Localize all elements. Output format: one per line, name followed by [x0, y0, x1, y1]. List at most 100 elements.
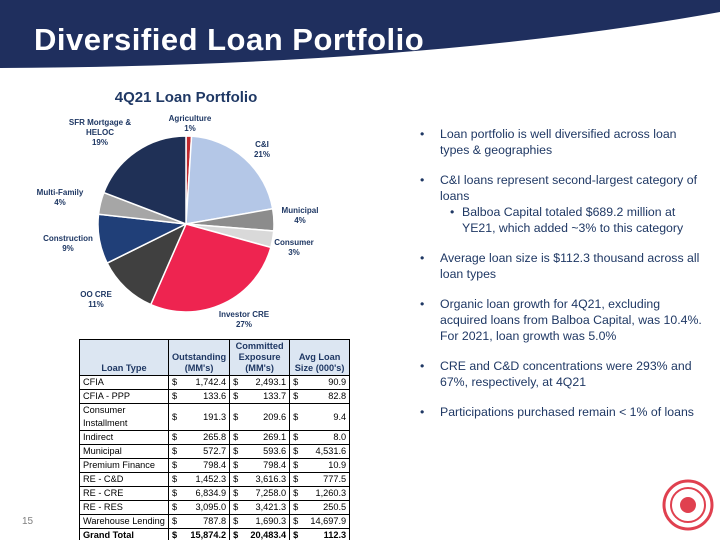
slice-name: C&I	[255, 140, 269, 149]
bullet: Organic loan growth for 4Q21, excluding …	[418, 296, 703, 344]
cell: 593.6	[241, 444, 291, 459]
currency: $	[229, 375, 242, 390]
currency: $	[289, 403, 302, 431]
chart-title: 4Q21 Loan Portfolio	[114, 89, 258, 106]
page-number: 15	[22, 516, 34, 527]
cell: 777.5	[301, 472, 351, 487]
cell: Indirect	[79, 430, 169, 445]
slice-value: 9%	[62, 244, 74, 253]
bullet-text: Participations purchased remain < 1% of …	[440, 405, 694, 419]
currency: $	[229, 486, 242, 501]
table-row: RE - CRE $6,834.9 $7,258.0 $1,260.3	[79, 486, 351, 501]
slice-name: Investor CRE	[218, 310, 270, 319]
cell: 6,834.9	[180, 486, 231, 501]
bullet-text: Loan portfolio is well diversified acros…	[440, 127, 677, 157]
logo	[662, 479, 714, 531]
cell: 3,616.3	[241, 472, 291, 487]
currency: $	[229, 444, 242, 459]
cell: 10.9	[301, 458, 351, 473]
slice-name: OO CRE	[80, 290, 112, 299]
bullet: Participations purchased remain < 1% of …	[418, 404, 703, 420]
currency: $	[168, 528, 181, 540]
column-header: Outstanding (MM's)	[167, 339, 231, 376]
slice-name: Municipal	[281, 206, 319, 215]
loan-table: Loan Type Outstanding (MM's) Committed Exp…	[79, 339, 351, 540]
currency: $	[229, 430, 242, 445]
cell: 14,697.9	[301, 514, 351, 529]
bullet-text: C&I loans represent second-largest categ…	[440, 173, 698, 203]
pie-label: Construction 9%	[30, 234, 106, 254]
pie-label: SFR Mortgage & HELOC 19%	[62, 118, 138, 148]
cell: 20,483.4	[241, 528, 291, 540]
currency: $	[168, 430, 181, 445]
table-row: Grand Total $15,874.2 $20,483.4 $112.3	[79, 528, 351, 540]
slice-value: 1%	[184, 124, 196, 133]
pie-label: Investor CRE 27%	[206, 310, 282, 330]
cell: Grand Total	[79, 528, 169, 540]
currency: $	[289, 389, 302, 404]
pie-slice	[102, 135, 187, 226]
currency: $	[229, 458, 242, 473]
currency: $	[289, 430, 302, 445]
pie-label: OO CRE 11%	[58, 290, 134, 310]
cell: RE - RES	[79, 500, 169, 515]
slice-value: 3%	[288, 248, 300, 257]
cell: Premium Finance	[79, 458, 169, 473]
cell: 7,258.0	[241, 486, 291, 501]
currency: $	[168, 514, 181, 529]
header-row: Loan Type Outstanding (MM's) Committed Exp…	[79, 339, 351, 376]
cell: 3,421.3	[241, 500, 291, 515]
table-row: CFIA $1,742.4 $2,493.1 $90.9	[79, 375, 351, 390]
bullet-text: Average loan size is $112.3 thousand acr…	[440, 251, 700, 281]
pie-label: Municipal 4%	[262, 206, 338, 226]
cell: 90.9	[301, 375, 351, 390]
cell: CFIA	[79, 375, 169, 390]
pie-label: Multi-Family 4%	[22, 188, 98, 208]
bullet-list: Loan portfolio is well diversified acros…	[418, 126, 703, 434]
bullet: CRE and C&D concentrations were 293% and…	[418, 358, 703, 390]
slice-name: SFR Mortgage & HELOC	[68, 118, 132, 137]
currency: $	[289, 444, 302, 459]
currency: $	[229, 500, 242, 515]
cell: 191.3	[180, 403, 231, 431]
cell: 265.8	[180, 430, 231, 445]
column-header: Loan Type	[79, 339, 169, 376]
sub-bullet: Balboa Capital totaled $689.2 million at…	[440, 204, 703, 236]
table-row: Premium Finance $798.4 $798.4 $10.9	[79, 458, 351, 473]
header-band	[0, 0, 720, 68]
currency: $	[289, 514, 302, 529]
cell: 1,260.3	[301, 486, 351, 501]
table-row: RE - RES $3,095.0 $3,421.3 $250.5	[79, 500, 351, 515]
slice-name: Construction	[43, 234, 93, 243]
table-row: Indirect $265.8 $269.1 $8.0	[79, 430, 351, 445]
pie-slice	[149, 223, 272, 313]
slice-value: 11%	[88, 300, 104, 309]
bullet: Loan portfolio is well diversified acros…	[418, 126, 703, 158]
cell: 4,531.6	[301, 444, 351, 459]
currency: $	[289, 472, 302, 487]
cell: 3,095.0	[180, 500, 231, 515]
currency: $	[229, 472, 242, 487]
currency: $	[229, 403, 242, 431]
pie-label: C&I 21%	[224, 140, 300, 160]
cell: 1,690.3	[241, 514, 291, 529]
cell: Municipal	[79, 444, 169, 459]
cell: 1,452.3	[180, 472, 231, 487]
table-row: CFIA - PPP $133.6 $133.7 $82.8	[79, 389, 351, 404]
cell: 2,493.1	[241, 375, 291, 390]
cell: CFIA - PPP	[79, 389, 169, 404]
currency: $	[289, 500, 302, 515]
currency: $	[229, 528, 242, 540]
cell: 269.1	[241, 430, 291, 445]
cell: 112.3	[301, 528, 351, 540]
cell: RE - C&D	[79, 472, 169, 487]
currency: $	[229, 389, 242, 404]
bullet: C&I loans represent second-largest categ…	[418, 172, 703, 236]
slice-value: 27%	[235, 320, 252, 329]
cell: Consumer Installment	[79, 403, 169, 431]
slide-title: Diversified Loan Portfolio	[34, 22, 425, 57]
currency: $	[168, 403, 181, 431]
slice-value: 4%	[54, 198, 66, 207]
